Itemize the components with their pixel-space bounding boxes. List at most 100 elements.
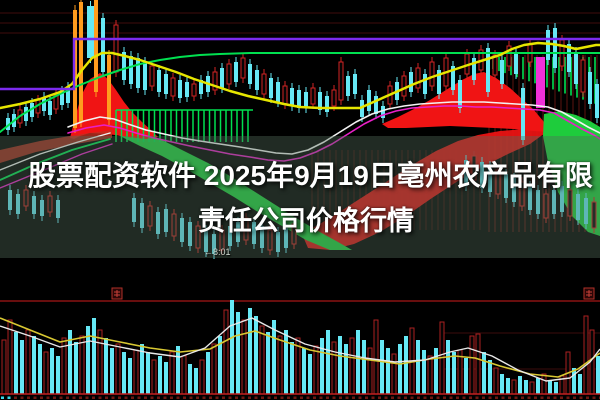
volume-bar-down [302, 348, 306, 394]
volume-bar-down [188, 364, 192, 394]
volume-bar-down [92, 318, 96, 394]
axis-tick-stub [53, 396, 56, 399]
axis-tick-stub [79, 396, 82, 399]
volume-bar-down [230, 300, 234, 394]
candle-up [310, 87, 316, 105]
candle-up [212, 71, 218, 91]
volume-bar-down [398, 344, 402, 394]
volume-bar-down [434, 348, 438, 394]
candle-down [164, 209, 168, 232]
volume-bar-down [488, 360, 492, 394]
volume-bar-up [373, 319, 379, 395]
volume-bar-up [511, 379, 517, 395]
axis-tick-stub [436, 396, 440, 399]
candle-down [260, 226, 264, 248]
volume-bar-down [14, 332, 18, 394]
candle-up [243, 217, 249, 241]
axis-tick-stub [514, 396, 518, 399]
volume-bar-up [313, 345, 319, 395]
candle-down [458, 80, 462, 108]
volume-bar-down [404, 336, 408, 394]
candle-down [374, 96, 378, 114]
candle-down [157, 70, 161, 92]
volume-bar-down [536, 378, 540, 394]
volume-bar-up [277, 335, 283, 395]
volume-bar-chart [0, 287, 600, 399]
volume-bar-down [386, 348, 390, 394]
volume-bar-down [56, 356, 60, 394]
volume-bar-down [452, 352, 456, 394]
candle-down [40, 200, 44, 216]
candle-down [178, 80, 182, 98]
axis-tick-stub [521, 396, 524, 399]
axis-tick-stub [488, 396, 492, 399]
candle-up [519, 181, 525, 207]
axis-tick-stub [508, 396, 511, 399]
volume-bar-up [1, 339, 7, 395]
candle-down [185, 82, 189, 97]
axis-tick-stub [371, 396, 375, 399]
volume-bar-down [284, 330, 288, 394]
green-band-blob [104, 116, 352, 250]
candle-up [171, 213, 177, 237]
candle-up [471, 155, 477, 181]
candle-up [492, 54, 498, 76]
axis-tick-stub [475, 396, 479, 399]
candle-down [552, 190, 556, 214]
ma-white [67, 101, 600, 155]
volume-bar-up [427, 355, 433, 395]
volume-bar-down [194, 368, 198, 394]
axis-tick-stub [163, 396, 167, 399]
axis-tick-stub [137, 396, 141, 399]
volume-bar-up [7, 319, 13, 395]
candle-down [553, 28, 557, 68]
candle-down [212, 234, 216, 254]
candle-down [528, 186, 532, 210]
price-candlestick-chart [0, 0, 600, 259]
candle-spike [107, 55, 111, 120]
volume-bar-up [43, 351, 49, 395]
candle-up [261, 73, 267, 95]
axis-tick-stub [27, 396, 30, 399]
volume-bar-up [211, 343, 217, 395]
candle-down [234, 62, 238, 82]
candle-up [282, 85, 288, 105]
axis-tick-stub [397, 396, 401, 399]
axis-tick-stub [495, 396, 498, 399]
time-label: ←8:01 [204, 247, 231, 257]
axis-tick-stub [157, 396, 160, 399]
axis-tick-stub [384, 396, 388, 399]
candle-down [276, 82, 280, 102]
candle-down [318, 92, 322, 110]
volume-bar-up [97, 329, 103, 395]
axis-tick-stub [66, 396, 69, 399]
candle-down [567, 44, 571, 72]
axis-tick-stub [124, 396, 128, 399]
maroon-swath-left [0, 130, 112, 163]
volume-bar-down [254, 316, 258, 394]
axis-tick-stub [215, 396, 219, 399]
axis-tick-stub [456, 396, 459, 399]
candle-down [255, 70, 259, 90]
candle-up [226, 63, 232, 85]
axis-tick-stub [410, 396, 414, 399]
candle-down [486, 48, 490, 92]
candle-down [353, 74, 357, 94]
candle-down [325, 96, 329, 112]
volume-bar-down [554, 382, 558, 394]
axis-tick-stub [345, 396, 349, 399]
volume-bar-up [493, 367, 499, 395]
candle-up [219, 229, 225, 251]
volume-bar-down [68, 330, 72, 394]
volume-bar-down [482, 352, 486, 394]
volume-bar-down [380, 340, 384, 394]
candle-down [588, 72, 592, 104]
volume-bar-up [583, 315, 589, 395]
axis-tick-stub [46, 396, 50, 399]
axis-tick-stub [202, 396, 206, 399]
candle-down [595, 84, 599, 118]
candle-up [429, 61, 435, 87]
axis-tick-stub [183, 396, 186, 399]
red-stamp-icon [111, 287, 123, 300]
axis-tick-stub [404, 396, 407, 399]
